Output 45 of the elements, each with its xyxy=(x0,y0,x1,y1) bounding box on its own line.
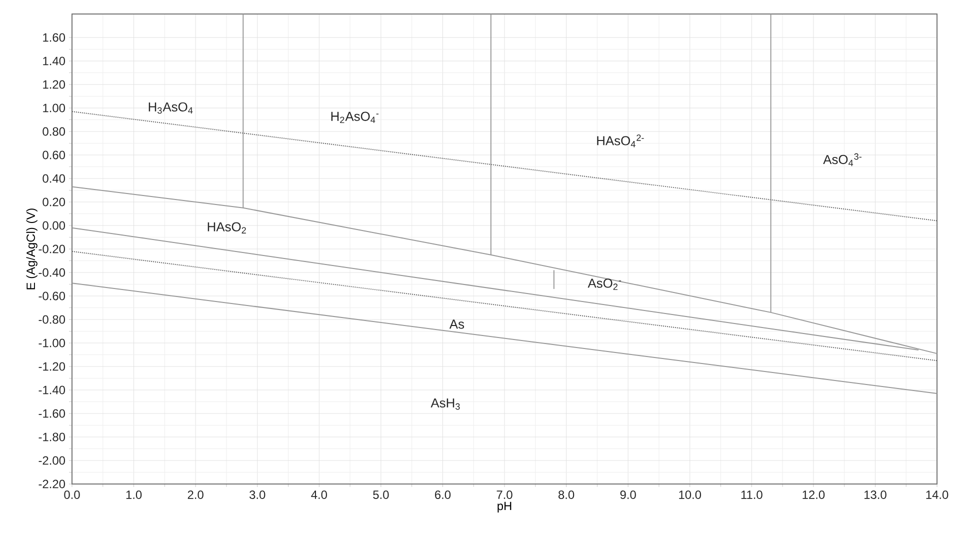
annotation: AsO$_{2}$- xyxy=(588,278,622,290)
y-tick-label: 1.60 xyxy=(43,33,66,42)
y-axis-title: E (Ag/AgCl) (V) xyxy=(26,208,38,290)
y-tick-label: -1.40 xyxy=(38,386,66,394)
annotation: AsO$_{4}$3- xyxy=(823,153,862,166)
y-tick-label: -1.60 xyxy=(38,409,66,418)
y-tick-label: -0.60 xyxy=(38,292,66,300)
annotation: HAsO$_{2}$ xyxy=(208,222,246,234)
annotation: As xyxy=(449,320,464,329)
x-tick-label: 1.0 xyxy=(126,490,142,499)
y-tick-label: -1.80 xyxy=(38,432,66,442)
y-tick-label: -1.00 xyxy=(38,338,66,348)
x-tick-label: 6.0 xyxy=(435,490,451,499)
x-tick-label: 5.0 xyxy=(373,490,389,499)
x-tick-label: 8.0 xyxy=(558,490,574,499)
y-tick-label: -2.20 xyxy=(38,480,66,488)
y-tick-label: 1.40 xyxy=(43,56,66,66)
y-tick-label: 0.40 xyxy=(42,174,66,183)
y-tick-label: 0.60 xyxy=(42,150,66,160)
x-tick-label: 4.0 xyxy=(311,490,327,499)
y-tick-label: -1.20 xyxy=(38,362,66,371)
x-tick-label: 2.0 xyxy=(188,490,204,499)
x-tick-label: 9.0 xyxy=(620,490,636,499)
x-axis-title: pH xyxy=(498,502,512,513)
y-tick-label: -0.40 xyxy=(38,268,66,277)
x-tick-label: 14.0 xyxy=(926,490,948,499)
y-tick-label: 1.00 xyxy=(43,104,66,112)
y-tick-label: 0.00 xyxy=(42,221,66,230)
y-tick-label: 0.20 xyxy=(42,198,66,206)
annotation: AsH$_{3}$ xyxy=(430,398,460,410)
x-tick-label: 10.0 xyxy=(679,490,702,499)
annotation: HAsO$_{4}$2- xyxy=(597,134,644,148)
y-tick-label: -0.20 xyxy=(38,244,66,254)
x-tick-label: 7.0 xyxy=(496,490,512,499)
x-tick-label: 11.0 xyxy=(741,490,762,499)
x-tick-label: 3.0 xyxy=(250,490,266,499)
x-tick-label: 13.0 xyxy=(864,490,886,499)
x-tick-label: 0.0 xyxy=(64,490,80,499)
annotation: H$_{3}$AsO$_{4}$ xyxy=(148,102,193,114)
y-tick-label: -0.80 xyxy=(38,315,66,324)
y-tick-label: 1.20 xyxy=(43,80,66,89)
x-tick-label: 12.0 xyxy=(802,490,825,499)
y-tick-label: 0.80 xyxy=(42,127,66,136)
y-tick-label: -2.00 xyxy=(38,456,66,465)
annotation: H$_{2}$AsO$_{4}$- xyxy=(331,112,379,124)
